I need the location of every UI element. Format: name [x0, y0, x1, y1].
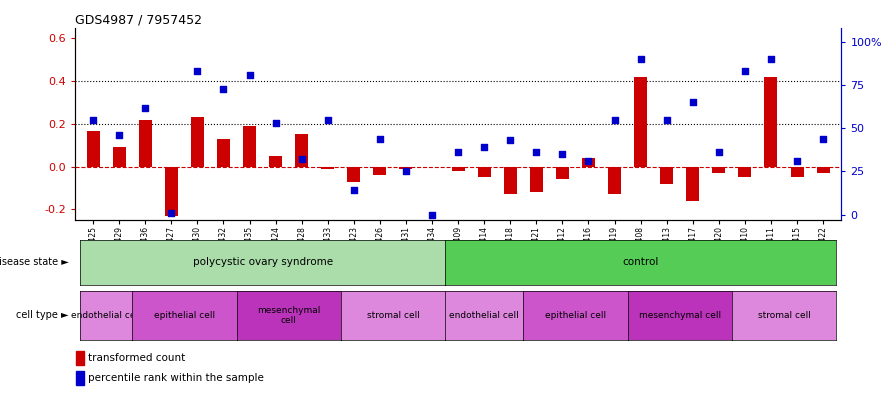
Point — [86, 116, 100, 123]
Point — [764, 56, 778, 62]
Bar — [295, 134, 308, 167]
Text: epithelial cell: epithelial cell — [544, 311, 606, 320]
Text: polycystic ovary syndrome: polycystic ovary syndrome — [193, 257, 333, 267]
Bar — [269, 156, 282, 167]
Text: cell type ►: cell type ► — [17, 310, 69, 320]
Bar — [76, 351, 85, 365]
Bar — [452, 167, 464, 171]
Text: epithelial cell: epithelial cell — [154, 311, 215, 320]
Text: disease state ►: disease state ► — [0, 257, 69, 267]
Bar — [817, 167, 830, 173]
Bar — [713, 167, 725, 173]
Point — [503, 137, 517, 143]
Bar — [86, 131, 100, 167]
Text: stromal cell: stromal cell — [366, 311, 419, 320]
Point — [608, 116, 622, 123]
Bar — [243, 126, 256, 167]
Bar — [191, 118, 204, 167]
Bar — [139, 119, 152, 167]
Bar — [765, 77, 778, 167]
Bar — [738, 167, 751, 177]
Bar — [76, 371, 85, 385]
Point — [190, 68, 204, 74]
Text: transformed count: transformed count — [87, 353, 185, 363]
Bar — [504, 167, 517, 195]
Bar — [660, 167, 673, 184]
Bar — [322, 167, 334, 169]
Point — [399, 168, 413, 174]
Text: percentile rank within the sample: percentile rank within the sample — [87, 373, 263, 383]
Point — [269, 120, 283, 126]
Text: endothelial cell: endothelial cell — [449, 311, 519, 320]
Text: control: control — [622, 257, 659, 267]
Point — [294, 156, 308, 163]
Point — [347, 187, 361, 194]
Point — [581, 158, 596, 164]
Point — [217, 85, 231, 92]
Point — [712, 149, 726, 156]
Bar — [529, 167, 543, 192]
Point — [112, 132, 126, 138]
Bar — [165, 167, 178, 216]
Point — [242, 72, 256, 78]
Bar — [113, 147, 126, 167]
Text: mesenchymal
cell: mesenchymal cell — [257, 306, 321, 325]
Text: mesenchymal cell: mesenchymal cell — [639, 311, 721, 320]
Point — [633, 56, 648, 62]
Point — [816, 136, 830, 142]
Point — [373, 136, 387, 142]
Point — [555, 151, 569, 157]
Text: stromal cell: stromal cell — [758, 311, 811, 320]
Point — [451, 149, 465, 156]
Point — [164, 210, 178, 216]
Bar — [608, 167, 621, 195]
Point — [478, 144, 492, 151]
Point — [685, 99, 700, 105]
Bar — [686, 167, 700, 201]
Bar — [582, 158, 595, 167]
Point — [321, 116, 335, 123]
Point — [425, 211, 439, 218]
Point — [529, 149, 544, 156]
Point — [738, 68, 752, 74]
Bar — [634, 77, 648, 167]
Text: GDS4987 / 7957452: GDS4987 / 7957452 — [75, 13, 202, 26]
Point — [660, 116, 674, 123]
Bar — [399, 167, 412, 169]
Bar — [347, 167, 360, 182]
Point — [138, 105, 152, 111]
Text: endothelial cell: endothelial cell — [71, 311, 141, 320]
Bar — [478, 167, 491, 177]
Bar — [790, 167, 803, 177]
Point — [790, 158, 804, 164]
Bar — [217, 139, 230, 167]
Bar — [556, 167, 569, 180]
Bar — [374, 167, 387, 175]
